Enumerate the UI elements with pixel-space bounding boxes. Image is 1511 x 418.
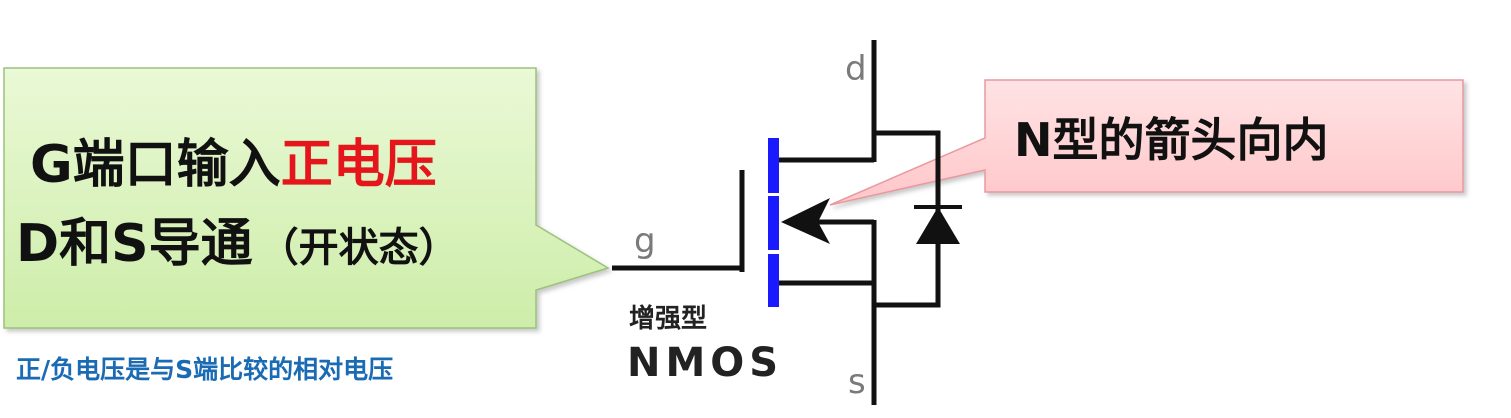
- right-callout-bubble: N型的箭头向内: [829, 79, 1464, 206]
- channel-segment-bottom: [768, 254, 779, 307]
- diode-triangle: [916, 207, 960, 244]
- left-callout-bubble: G端口输入正电压 D和S导通 （开状态）: [3, 67, 610, 329]
- right-callout-shape: [829, 79, 1464, 206]
- diode-loop-wire: [874, 130, 941, 308]
- body-diode-icon: [914, 205, 962, 244]
- relative-voltage-note: 正/负电压是与S端比较的相对电压: [16, 355, 393, 384]
- inward-arrow-icon: [781, 198, 830, 244]
- channel: [768, 138, 779, 307]
- callout-line-1: G端口输入正电压: [30, 135, 437, 195]
- callout-line-1-prefix: G端口输入: [30, 135, 281, 195]
- pin-label-d: d: [845, 49, 867, 89]
- arrow-direction-note: N型的箭头向内: [1014, 113, 1329, 167]
- channel-segment-middle: [768, 196, 779, 250]
- pin-label-g: g: [634, 221, 656, 261]
- callout-line-2-main: D和S导通: [16, 214, 253, 274]
- channel-segment-top: [768, 138, 779, 193]
- callout-line-1-highlight: 正电压: [281, 135, 437, 195]
- callout-line-2-paren: （开状态）: [259, 225, 459, 271]
- device-name-label: NMOS: [627, 340, 783, 386]
- left-callout-shape: [3, 67, 610, 329]
- pin-label-s: s: [848, 362, 866, 402]
- callout-line-2: D和S导通 （开状态）: [16, 214, 459, 274]
- device-type-label: 增强型: [629, 303, 707, 334]
